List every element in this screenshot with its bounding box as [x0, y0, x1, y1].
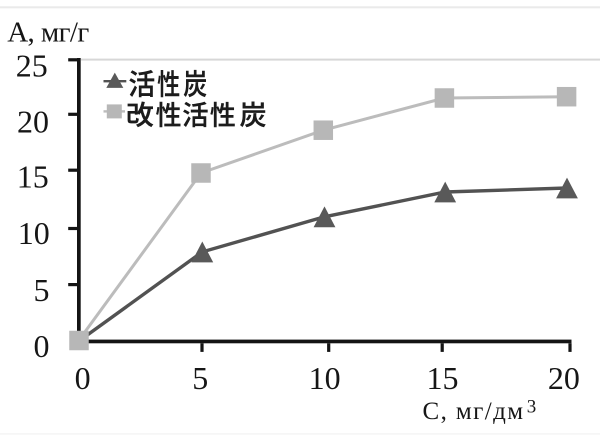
svg-text:5: 5 [34, 272, 50, 308]
svg-text:А, мг/г: А, мг/г [7, 16, 89, 48]
svg-text:0: 0 [34, 328, 50, 364]
svg-text:20: 20 [548, 360, 580, 396]
svg-text:5: 5 [192, 360, 208, 396]
svg-text:15: 15 [17, 159, 49, 195]
svg-text:0: 0 [75, 360, 91, 396]
svg-text:10: 10 [18, 215, 50, 251]
svg-text:20: 20 [17, 104, 49, 140]
svg-text:25: 25 [16, 48, 48, 84]
svg-text:15: 15 [427, 360, 459, 396]
svg-text:10: 10 [309, 360, 341, 396]
svg-text:3: 3 [527, 396, 537, 417]
svg-text:С, мг/дм: С, мг/дм [423, 398, 525, 425]
